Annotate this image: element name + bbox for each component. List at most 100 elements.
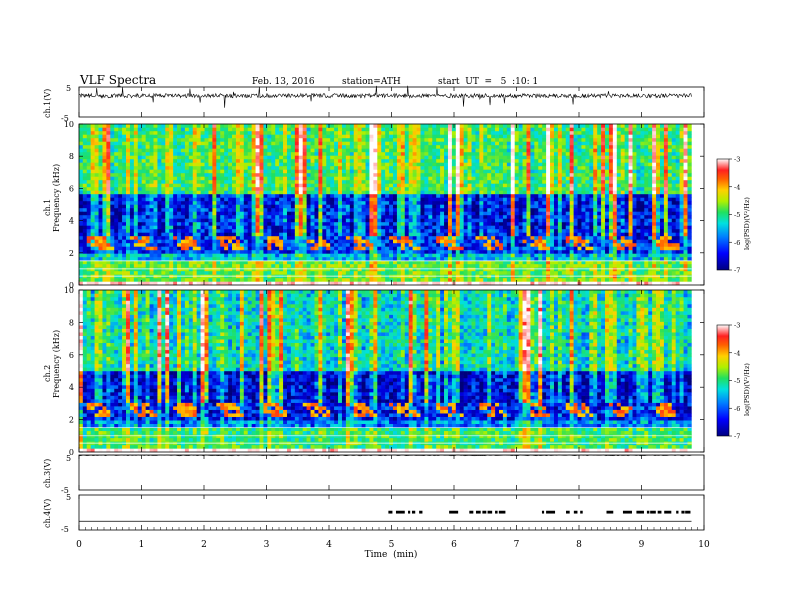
ch1-spectrogram-cell <box>180 137 186 142</box>
ch1-spectrogram-cell <box>432 253 437 258</box>
ch1-spectrogram-cell <box>471 207 476 212</box>
ch1-spectrogram-cell <box>491 214 496 219</box>
ch1-spectrogram-cell <box>255 228 260 233</box>
ch1-spectrogram-cell <box>126 200 131 205</box>
ch1-spectrogram-cell <box>396 179 402 184</box>
ch1-spectrogram-cell <box>141 197 146 202</box>
ch1-spectrogram-cell <box>157 263 162 268</box>
ch1-spectrogram-cell <box>196 193 201 198</box>
ch1-spectrogram-cell <box>118 263 123 268</box>
ch1-spectrogram-cell <box>271 141 276 146</box>
ch1-spectrogram-cell <box>373 207 378 212</box>
ch1-spectrogram-cell <box>118 235 123 240</box>
ch1-spectrogram-cell <box>184 134 190 139</box>
ch1-spectrogram-cell <box>349 158 355 163</box>
ch1-spectrogram-cell <box>228 204 233 209</box>
ch1-spectrogram-cell <box>479 141 484 146</box>
ch1-spectrogram-cell <box>188 141 194 146</box>
ch1-spectrogram-cell <box>153 193 158 198</box>
ch1-spectrogram-cell <box>404 218 410 223</box>
ch1-spectrogram-cell <box>137 179 143 184</box>
ch1-spectrogram-cell <box>357 218 362 223</box>
ch1-spectrogram-cell <box>267 190 272 195</box>
ch1-spectrogram-cell <box>247 214 252 219</box>
ch1-spectrogram-cell <box>412 144 417 149</box>
ch1-spectrogram-cell <box>432 263 437 268</box>
ch1-spectrogram-cell <box>224 263 229 268</box>
ch1-spectrogram-cell <box>255 186 260 191</box>
ch1-spectrogram-cell <box>78 151 84 156</box>
ch1-spectrogram-cell <box>204 134 209 139</box>
ch1-spectrogram-cell <box>169 228 174 233</box>
ch1-spectrogram-cell <box>283 211 288 216</box>
ch1-spectrogram-cell <box>381 267 386 272</box>
ch1-spectrogram-cell <box>263 144 268 149</box>
ch1-spectrogram-cell <box>184 270 190 275</box>
ch1-spectrogram-cell <box>471 214 476 219</box>
ch1-spectrogram-cell <box>389 172 394 177</box>
ch1-spectrogram-cell <box>204 214 209 219</box>
ch1-spectrogram-cell <box>78 130 84 135</box>
ch1-spectrogram-cell <box>251 281 256 286</box>
ch1-spectrogram-cell <box>243 172 249 177</box>
ch1-spectrogram-cell <box>86 267 91 272</box>
ch1-spectrogram-cell <box>318 144 323 149</box>
ch1-spectrogram-cell <box>216 256 221 261</box>
ch1-spectrogram-cell <box>153 197 158 202</box>
ch1-spectrogram-cell <box>133 130 139 135</box>
ch1-spectrogram-cell <box>447 141 453 146</box>
ch1-spectrogram-cell <box>86 169 91 174</box>
ch1-spectrogram-cell <box>479 249 484 254</box>
ch1-spectrogram-cell <box>106 214 111 219</box>
ch1-spectrogram-cell <box>129 148 135 153</box>
ch1-spectrogram-cell <box>243 176 249 181</box>
ch1-spectrogram-cell <box>263 127 268 132</box>
ch1-spectrogram-cell <box>314 211 319 216</box>
ch1-spectrogram-cell <box>133 228 139 233</box>
ch1-spectrogram-cell <box>165 204 170 209</box>
ch1-spectrogram-cell <box>114 232 119 237</box>
ch1-spectrogram-cell <box>126 260 131 265</box>
ch1-spectrogram-cell <box>177 281 182 286</box>
ch1-spectrogram-cell <box>177 267 182 272</box>
ch1-spectrogram-cell <box>228 141 233 146</box>
ch1-spectrogram-cell <box>365 186 370 191</box>
ch1-spectrogram-cell <box>416 165 421 170</box>
ch1-spectrogram-cell <box>232 141 237 146</box>
ch1-spectrogram-cell <box>255 137 260 142</box>
ch1-spectrogram-cell <box>338 225 343 230</box>
ch1-spectrogram-cell <box>334 165 339 170</box>
ch1-spectrogram-cell <box>298 277 303 282</box>
ch1-spectrogram-cell <box>247 169 252 174</box>
ch1-spectrogram-cell <box>302 207 307 212</box>
ch1-spectrogram-cell <box>310 169 315 174</box>
ch1-spectrogram-cell <box>424 214 429 219</box>
ch1-spectrogram-cell <box>129 158 135 163</box>
ch1-spectrogram-cell <box>389 183 394 188</box>
ch1-spectrogram-cell <box>283 277 288 282</box>
ch1-spectrogram-cell <box>440 127 445 132</box>
ch1-spectrogram-cell <box>200 193 205 198</box>
ch1-spectrogram-cell <box>247 218 252 223</box>
ch1-spectrogram-cell <box>345 270 351 275</box>
ch1-spectrogram-cell <box>216 277 221 282</box>
ch1-spectrogram-cell <box>275 176 280 181</box>
ch1-spectrogram-cell <box>326 218 331 223</box>
ch1-spectrogram-cell <box>177 263 182 268</box>
ch1-spectrogram-cell <box>243 263 249 268</box>
ch1-spectrogram-cell <box>502 256 508 261</box>
ch1-spectrogram-cell <box>432 137 437 142</box>
ch1-spectrogram-cell <box>330 162 335 167</box>
ch1-spectrogram-cell <box>173 190 178 195</box>
ch1-spectrogram-cell <box>420 127 425 132</box>
ch1-spectrogram-cell <box>275 225 280 230</box>
ch1-spectrogram-cell <box>377 127 382 132</box>
ch1-spectrogram-cell <box>385 134 390 139</box>
ch1-spectrogram-cell <box>232 225 237 230</box>
ch1-spectrogram-cell <box>318 165 323 170</box>
ch1-spectrogram-cell <box>290 221 296 226</box>
ch1-spectrogram-cell <box>259 270 264 275</box>
ch1-spectrogram-cell <box>298 246 303 251</box>
ch1-spectrogram-cell <box>149 165 154 170</box>
ch1-spectrogram-cell <box>318 134 323 139</box>
